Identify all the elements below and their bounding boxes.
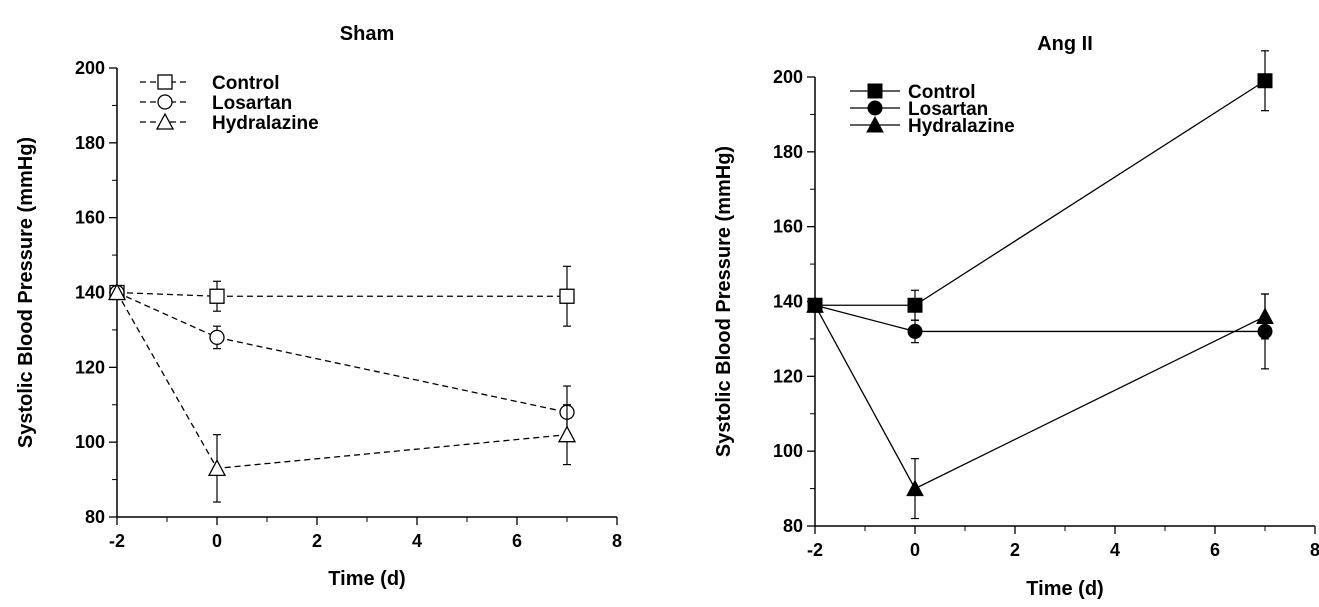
y-tick-label: 120 (75, 357, 105, 377)
data-point-control (1257, 73, 1273, 89)
series-line-hydralazine (814, 304, 1266, 490)
data-point-hydralazine (107, 283, 127, 301)
y-tick-label: 180 (773, 142, 803, 162)
legend-label-losartan: Losartan (212, 93, 292, 114)
x-tick-label: -2 (109, 531, 125, 551)
data-point-control (559, 288, 575, 304)
data-point-control (907, 297, 923, 313)
data-point-hydralazine (806, 296, 824, 313)
data-point-losartan (907, 323, 923, 339)
x-tick-label: 4 (412, 531, 422, 551)
y-tick-label: 80 (783, 516, 803, 536)
chart-title: Ang II (1037, 33, 1093, 55)
series-line-control (815, 80, 1266, 306)
legend-marker-control (157, 74, 173, 90)
series-hydralazine (107, 283, 577, 503)
y-tick-label: 200 (75, 58, 105, 78)
legend-label-control: Control (908, 82, 976, 103)
series-line-losartan (116, 291, 568, 413)
data-point-hydralazine (557, 425, 577, 443)
x-tick-label: 2 (1010, 540, 1020, 560)
data-point-hydralazine (1256, 307, 1274, 324)
data-point-losartan (209, 329, 225, 346)
data-point-hydralazine (207, 458, 227, 477)
legend-marker-hydralazine (155, 112, 175, 130)
x-tick-label: 0 (910, 540, 920, 560)
y-tick-label: 80 (85, 507, 105, 527)
x-tick-label: 8 (612, 531, 622, 551)
legend-label-hydralazine: Hydralazine (212, 113, 319, 134)
legend-label-losartan: Losartan (908, 99, 988, 120)
y-tick-label: 140 (773, 292, 803, 312)
chart-ang-ii: Ang II 80 100 120 140 160 180 200 -2 0 2 4 6 8 Time (d… (713, 33, 1319, 600)
legend-marker-control (867, 83, 883, 99)
y-tick-label: 160 (773, 217, 803, 237)
series-hydralazine (806, 293, 1274, 520)
chart-sham: Sham 80 100 120 140 160 180 200 -2 0 2 4 6 8 Time (d) S… (15, 23, 622, 590)
y-tick-label: 200 (773, 67, 803, 87)
legend-label-hydralazine: Hydralazine (908, 116, 1015, 137)
y-tick-label: 120 (773, 366, 803, 386)
series-control (109, 265, 575, 327)
legend-marker-losartan (157, 94, 173, 110)
y-tick-label: 100 (75, 432, 105, 452)
legend-marker-losartan (867, 100, 883, 116)
data-point-hydralazine (906, 479, 924, 497)
x-tick-label: 6 (1210, 540, 1220, 560)
x-tick-label: 2 (312, 531, 322, 551)
chart-title: Sham (340, 23, 394, 45)
y-axis-label: Systolic Blood Pressure (mmHg) (713, 146, 735, 457)
data-point-control (209, 288, 225, 304)
y-tick-label: 160 (75, 208, 105, 228)
series-losartan (109, 284, 575, 440)
x-axis-label: Time (d) (1026, 578, 1103, 600)
y-tick-label: 140 (75, 283, 105, 303)
x-tick-label: 4 (1110, 540, 1120, 560)
y-tick-label: 180 (75, 133, 105, 153)
x-tick-label: 8 (1310, 540, 1319, 560)
legend-marker-hydralazine (866, 115, 884, 133)
x-axis-label: Time (d) (328, 568, 405, 590)
series-line-losartan (814, 304, 1265, 333)
x-tick-label: -2 (807, 540, 823, 560)
y-tick-label: 100 (773, 441, 803, 461)
y-axis-label: Systolic Blood Pressure (mmHg) (15, 137, 37, 448)
series-line-hydralazine (116, 292, 568, 470)
legend-label-control: Control (212, 73, 280, 94)
x-tick-label: 0 (212, 531, 222, 551)
x-tick-label: 6 (512, 531, 522, 551)
series-line-control (116, 291, 567, 297)
